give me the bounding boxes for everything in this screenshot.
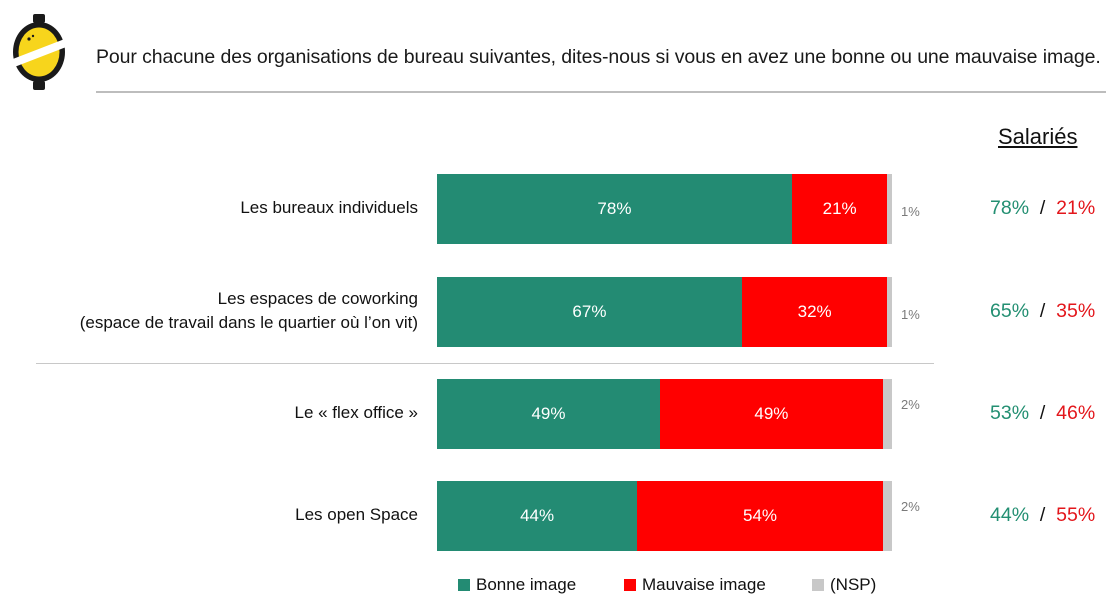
category-label-line: (espace de travail dans le quartier où l… — [79, 313, 418, 332]
data-label-mauvaise: 21% — [822, 199, 857, 218]
data-label-bonne: 44% — [520, 506, 555, 525]
data-label-bonne: 78% — [597, 199, 632, 218]
data-label-mauvaise: 32% — [797, 302, 832, 321]
salaries-separator: / — [1034, 402, 1051, 424]
question-title: Pour chacune des organisations de bureau… — [96, 46, 1101, 68]
bar-segment-nsp — [882, 481, 892, 551]
salaries-bonne: 78% — [990, 197, 1030, 219]
data-label-mauvaise: 49% — [754, 404, 789, 423]
salaries-bonne: 65% — [990, 300, 1030, 322]
bar-segment-nsp — [887, 174, 892, 244]
data-label-nsp: 2% — [901, 499, 920, 514]
data-label-nsp: 1% — [901, 307, 920, 322]
legend-label-mauvaise: Mauvaise image — [642, 575, 766, 594]
legend-label-nsp: (NSP) — [830, 575, 877, 594]
legend-item-bonne: Bonne image — [458, 575, 576, 595]
salaries-separator: / — [1034, 300, 1051, 322]
legend-swatch-nsp — [812, 579, 824, 591]
salaries-value: 53% / 46% — [990, 402, 1095, 425]
data-label-nsp: 1% — [901, 204, 920, 219]
salaries-value: 44% / 55% — [990, 504, 1095, 527]
salaries-column-header: Salariés — [998, 124, 1078, 149]
bar-segment-mauvaise — [659, 379, 883, 449]
salaries-value: 78% / 21% — [990, 197, 1095, 220]
bar-segment-bonne — [437, 379, 660, 449]
category-label-line: Les espaces de coworking — [217, 289, 418, 308]
salaries-value: 65% / 35% — [990, 300, 1095, 323]
salaries-separator: / — [1034, 504, 1051, 526]
salaries-bonne: 44% — [990, 504, 1030, 526]
bar-segment-bonne — [437, 481, 638, 551]
legend-swatch-bonne — [458, 579, 470, 591]
data-label-mauvaise: 54% — [743, 506, 778, 525]
bar-segment-bonne — [437, 277, 742, 347]
salaries-mauvaise: 46% — [1056, 402, 1096, 424]
category-label: Les espaces de coworking (espace de trava… — [80, 287, 418, 335]
category-label: Le « flex office » — [295, 401, 419, 425]
category-label-line: Les open Space — [295, 505, 418, 524]
header-divider — [96, 91, 1106, 93]
salaries-separator: / — [1034, 197, 1051, 219]
category-label: Les open Space — [295, 503, 418, 527]
legend-swatch-mauvaise — [624, 579, 636, 591]
data-label-bonne: 49% — [531, 404, 566, 423]
bar-segment-nsp — [882, 379, 892, 449]
salaries-mauvaise: 55% — [1056, 504, 1096, 526]
bar-segment-mauvaise — [791, 174, 888, 244]
category-label-line: Les bureaux individuels — [240, 198, 418, 217]
data-label-bonne: 67% — [572, 302, 607, 321]
legend-item-nsp: (NSP) — [812, 575, 876, 595]
salaries-bonne: 53% — [990, 402, 1030, 424]
salaries-mauvaise: 21% — [1056, 197, 1096, 219]
category-label-line: Le « flex office » — [294, 403, 419, 422]
row-group-separator — [36, 363, 934, 364]
data-label-nsp: 2% — [901, 397, 920, 412]
bar-segment-mauvaise — [637, 481, 883, 551]
category-label: Les bureaux individuels — [240, 196, 418, 220]
bar-segment-nsp — [887, 277, 892, 347]
yellow-circle-logo-icon — [9, 14, 70, 90]
salaries-mauvaise: 35% — [1056, 300, 1096, 322]
bar-segment-mauvaise — [741, 277, 888, 347]
legend-label-bonne: Bonne image — [476, 575, 577, 594]
legend-item-mauvaise: Mauvaise image — [624, 575, 766, 595]
bar-segment-bonne — [437, 174, 792, 244]
